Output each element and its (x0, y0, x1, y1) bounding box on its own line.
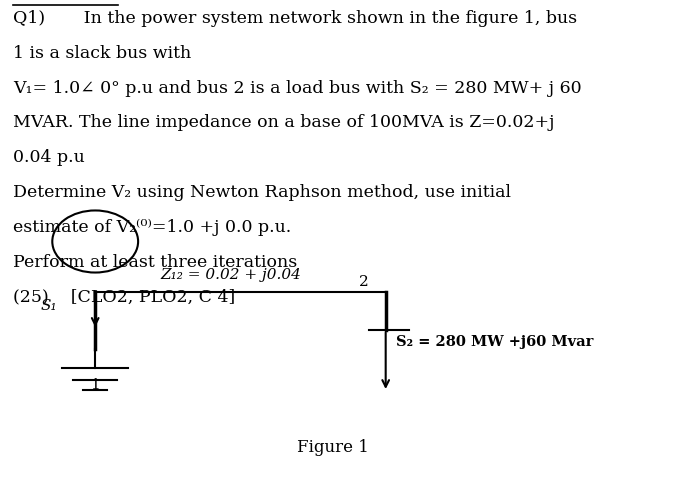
Text: estimate of V₂⁽⁰⁾=1.0 +j 0.0 p.u.: estimate of V₂⁽⁰⁾=1.0 +j 0.0 p.u. (13, 219, 291, 236)
Text: 1 is a slack bus with: 1 is a slack bus with (13, 45, 191, 62)
Text: Determine V₂ using Newton Raphson method, use initial: Determine V₂ using Newton Raphson method… (13, 184, 511, 201)
Text: S₁: S₁ (41, 299, 57, 313)
Text: Figure 1: Figure 1 (297, 440, 369, 456)
Text: 0.04 p.u: 0.04 p.u (13, 149, 85, 166)
Text: 1: 1 (90, 378, 100, 392)
Text: 2: 2 (359, 275, 369, 289)
Text: (25)    [CLO2, PLO2, C 4]: (25) [CLO2, PLO2, C 4] (13, 289, 235, 306)
Text: Z₁₂ = 0.02 + j0.04: Z₁₂ = 0.02 + j0.04 (160, 268, 301, 282)
Text: Perform at least three iterations: Perform at least three iterations (13, 254, 297, 271)
Text: Q1)       In the power system network shown in the figure 1, bus: Q1) In the power system network shown in… (13, 10, 577, 27)
Text: MVAR. The line impedance on a base of 100MVA is Z=0.02+j: MVAR. The line impedance on a base of 10… (13, 114, 554, 131)
Text: V₁= 1.0∠ 0° p.u and bus 2 is a load bus with S₂ = 280 MW+ j 60: V₁= 1.0∠ 0° p.u and bus 2 is a load bus … (13, 80, 581, 97)
Text: S₂ = 280 MW +j60 Mvar: S₂ = 280 MW +j60 Mvar (395, 335, 593, 349)
